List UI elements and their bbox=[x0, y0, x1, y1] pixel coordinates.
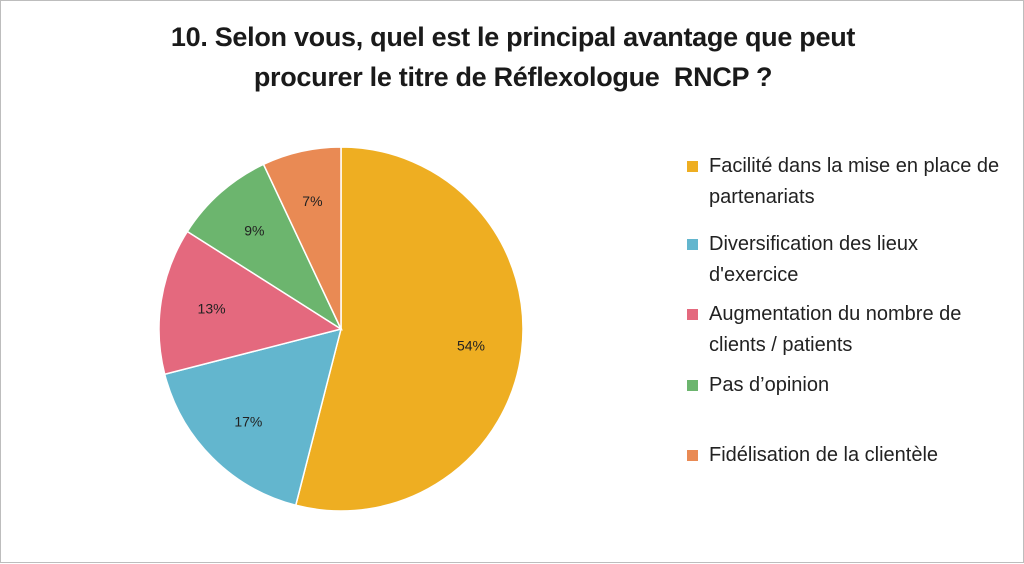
pie-slice-2 bbox=[163, 327, 343, 507]
pie-slice-3 bbox=[158, 230, 343, 376]
legend-label-5: Fidélisation de la clientèle bbox=[709, 444, 939, 466]
pie-slice-4 bbox=[186, 163, 343, 332]
legend-swatch-2 bbox=[687, 239, 698, 250]
slice-label-1: 54% bbox=[457, 337, 485, 353]
legend-label-2: Diversification des lieux d'exercice bbox=[709, 233, 918, 286]
slice-label-5: 7% bbox=[302, 193, 322, 209]
legend-swatch-3 bbox=[687, 309, 698, 320]
slice-label-3: 13% bbox=[198, 301, 226, 317]
chart-title: 10. Selon vous, quel est le principal av… bbox=[1, 17, 1024, 97]
slice-label-2: 17% bbox=[234, 414, 262, 430]
slice-label-4: 9% bbox=[244, 223, 264, 239]
legend-label-4: Pas d’opinion bbox=[709, 374, 830, 396]
pie-slice-1 bbox=[294, 146, 524, 512]
pie-slice-5 bbox=[262, 146, 342, 330]
chart-title-line-2: procurer le titre de Réflexologue RNCP ? bbox=[253, 62, 773, 92]
legend-swatch-1 bbox=[687, 161, 698, 172]
chart-title-line-1: 10. Selon vous, quel est le principal av… bbox=[170, 22, 856, 52]
legend-swatch-4 bbox=[687, 380, 698, 391]
legend-label-1: Facilité dans la mise en place de parten… bbox=[709, 155, 1000, 208]
legend-label-3: Augmentation du nombre de clients / pati… bbox=[709, 303, 962, 356]
legend-swatch-5 bbox=[687, 450, 698, 461]
